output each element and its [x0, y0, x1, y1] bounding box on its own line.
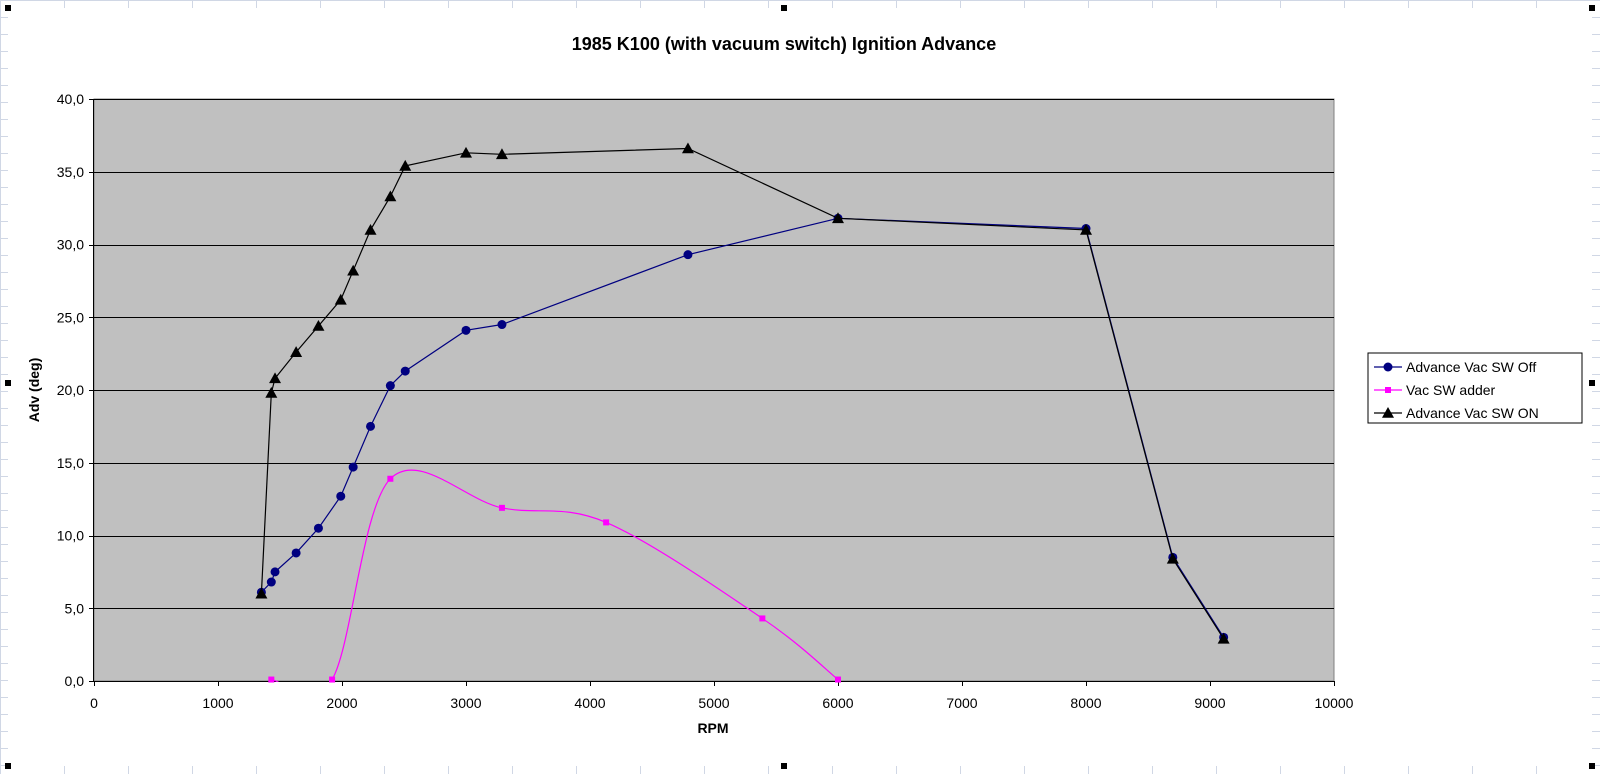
data-point — [461, 325, 471, 335]
data-point — [334, 293, 347, 305]
data-point — [497, 320, 507, 330]
legend-marker — [1385, 387, 1391, 393]
selection-handle[interactable] — [1589, 763, 1595, 769]
y-axis-label: Adv (deg) — [26, 358, 42, 423]
y-tick-label: 25,0 — [57, 309, 84, 325]
legend-item[interactable]: Advance Vac SW Off — [1374, 359, 1536, 375]
x-tick-label: 10000 — [1315, 695, 1354, 711]
data-point — [255, 587, 268, 599]
y-tick-label: 35,0 — [57, 164, 84, 180]
x-tick-label: 1000 — [202, 695, 233, 711]
legend-marker — [1383, 362, 1393, 372]
legend-label: Vac SW adder — [1406, 382, 1496, 398]
data-point — [683, 250, 693, 260]
selection-handle[interactable] — [5, 5, 11, 11]
data-point — [268, 676, 275, 683]
data-point — [460, 146, 472, 158]
data-point — [265, 386, 278, 398]
series-layer — [255, 142, 1230, 694]
legend-label: Advance Vac SW ON — [1406, 405, 1539, 421]
chart-title: 1985 K100 (with vacuum switch) Ignition … — [572, 34, 996, 54]
selection-handle[interactable] — [5, 763, 11, 769]
legend-label: Advance Vac SW Off — [1406, 359, 1536, 375]
data-point — [364, 223, 377, 235]
data-point — [384, 190, 397, 202]
y-tick-label: 40,0 — [57, 91, 84, 107]
data-point — [313, 523, 323, 533]
legend[interactable]: Advance Vac SW Off Vac SW adder Advance Va… — [1367, 352, 1583, 424]
data-point — [495, 148, 508, 160]
data-point — [366, 421, 376, 431]
data-point — [1166, 552, 1179, 564]
series-advance-vac-sw-on[interactable] — [255, 142, 1230, 644]
x-tick-label: 4000 — [574, 695, 605, 711]
legend-marker — [1382, 407, 1394, 418]
data-point — [270, 567, 280, 577]
data-point — [498, 504, 505, 511]
data-point — [399, 159, 412, 171]
y-tick-label: 0,0 — [65, 673, 85, 689]
series-line — [271, 469, 839, 682]
data-point — [348, 462, 358, 472]
gridlines — [94, 99, 1334, 609]
y-tick-label: 20,0 — [57, 382, 84, 398]
data-point — [400, 366, 410, 376]
data-point — [1217, 632, 1230, 644]
data-point — [759, 615, 766, 622]
data-point — [603, 519, 610, 526]
y-tick-label: 15,0 — [57, 455, 84, 471]
y-tick-label: 10,0 — [57, 528, 84, 544]
legend-box — [1367, 352, 1583, 424]
y-tick-label: 5,0 — [65, 600, 85, 616]
data-point — [312, 319, 325, 331]
x-tick-label: 7000 — [946, 695, 977, 711]
data-point — [329, 676, 336, 683]
data-point — [266, 577, 276, 587]
x-tick-label: 5000 — [698, 695, 729, 711]
legend-item[interactable]: Vac SW adder — [1374, 382, 1496, 398]
data-point — [387, 475, 394, 482]
legend-item[interactable]: Advance Vac SW ON — [1374, 405, 1539, 421]
data-point — [832, 212, 844, 224]
data-point — [269, 372, 282, 384]
data-point — [291, 548, 301, 558]
data-point — [290, 346, 303, 357]
x-axis-label: RPM — [697, 720, 728, 736]
selection-handle[interactable] — [1589, 5, 1595, 11]
data-point — [336, 491, 346, 501]
data-point — [835, 676, 841, 683]
series-vac-sw-adder[interactable] — [268, 469, 841, 694]
data-point — [385, 381, 395, 391]
x-tick-label: 0 — [90, 695, 98, 711]
x-tick-label: 2000 — [326, 695, 357, 711]
data-point — [681, 142, 694, 154]
selection-handle[interactable] — [5, 380, 11, 386]
x-tick-label: 3000 — [450, 695, 481, 711]
x-tick-label: 9000 — [1194, 695, 1225, 711]
data-point — [347, 264, 360, 276]
selection-handle[interactable] — [1589, 380, 1595, 386]
data-point — [1080, 223, 1092, 235]
axes: 0 1000 2000 3000 4000 5000 6000 7000 8000 9000 100… — [57, 91, 1354, 711]
x-tick-label: 8000 — [1070, 695, 1101, 711]
selection-handle[interactable] — [781, 5, 787, 11]
y-tick-label: 30,0 — [57, 237, 84, 253]
x-tick-label: 6000 — [822, 695, 853, 711]
selection-handle[interactable] — [781, 763, 787, 769]
